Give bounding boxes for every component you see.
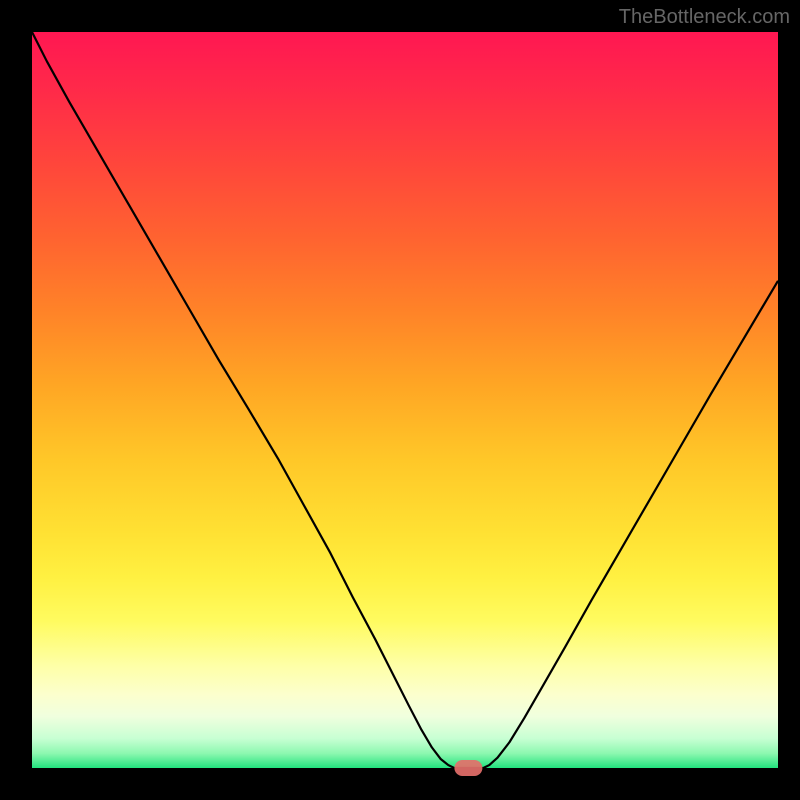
plot-gradient: [32, 32, 778, 768]
bottleneck-chart: TheBottleneck.com: [0, 0, 800, 800]
chart-svg: [0, 0, 800, 800]
optimal-marker: [454, 760, 482, 776]
